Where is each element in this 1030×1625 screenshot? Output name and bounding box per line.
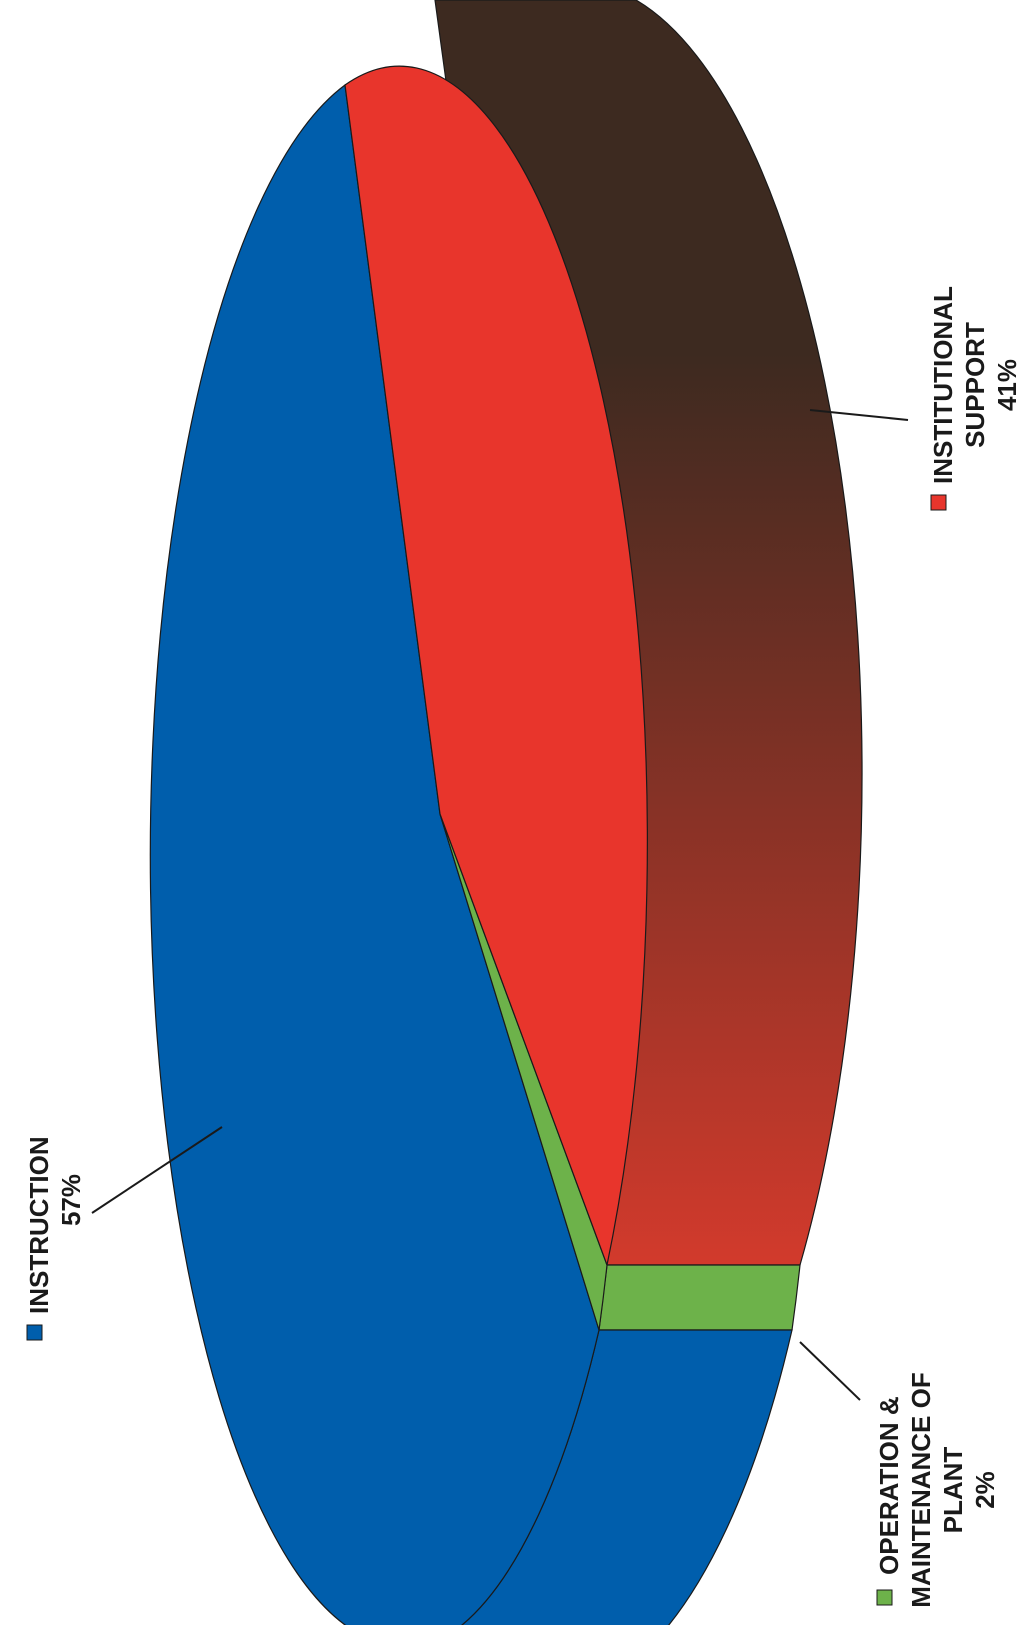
label-institutional-line2: SUPPORT xyxy=(960,322,990,448)
label-instruction-value: 57% xyxy=(56,1174,86,1226)
legend-swatch-operation-maintenance xyxy=(876,1589,893,1606)
label-instruction-name: INSTRUCTION xyxy=(24,1136,54,1314)
leader-line-instruction xyxy=(91,1126,223,1214)
label-operation-value: 2% xyxy=(970,1471,1000,1509)
leader-line-operation-maintenance xyxy=(799,1341,861,1401)
legend-swatch-instruction xyxy=(26,1324,43,1341)
label-institutional-value: 41% xyxy=(992,359,1022,411)
leader-line-institutional-support xyxy=(809,409,909,421)
slice-institutional-support xyxy=(344,65,648,1268)
legend-swatch-institutional-support xyxy=(930,494,947,511)
slice-instruction xyxy=(149,83,600,1625)
label-institutional-support: INSTITUTIONAL SUPPORT 41% xyxy=(928,286,1022,511)
label-institutional-line1: INSTITUTIONAL xyxy=(928,286,958,484)
label-instruction: INSTRUCTION 57% xyxy=(24,1136,86,1341)
label-operation-line1: OPERATION & xyxy=(874,1396,904,1575)
slice-side-operation-maintenance xyxy=(598,1264,801,1331)
label-operation-maintenance: OPERATION & MAINTENANCE OF PLANT 2% xyxy=(874,1372,1000,1607)
label-operation-line2: MAINTENANCE OF xyxy=(906,1372,936,1607)
label-operation-line3: PLANT xyxy=(938,1447,968,1534)
